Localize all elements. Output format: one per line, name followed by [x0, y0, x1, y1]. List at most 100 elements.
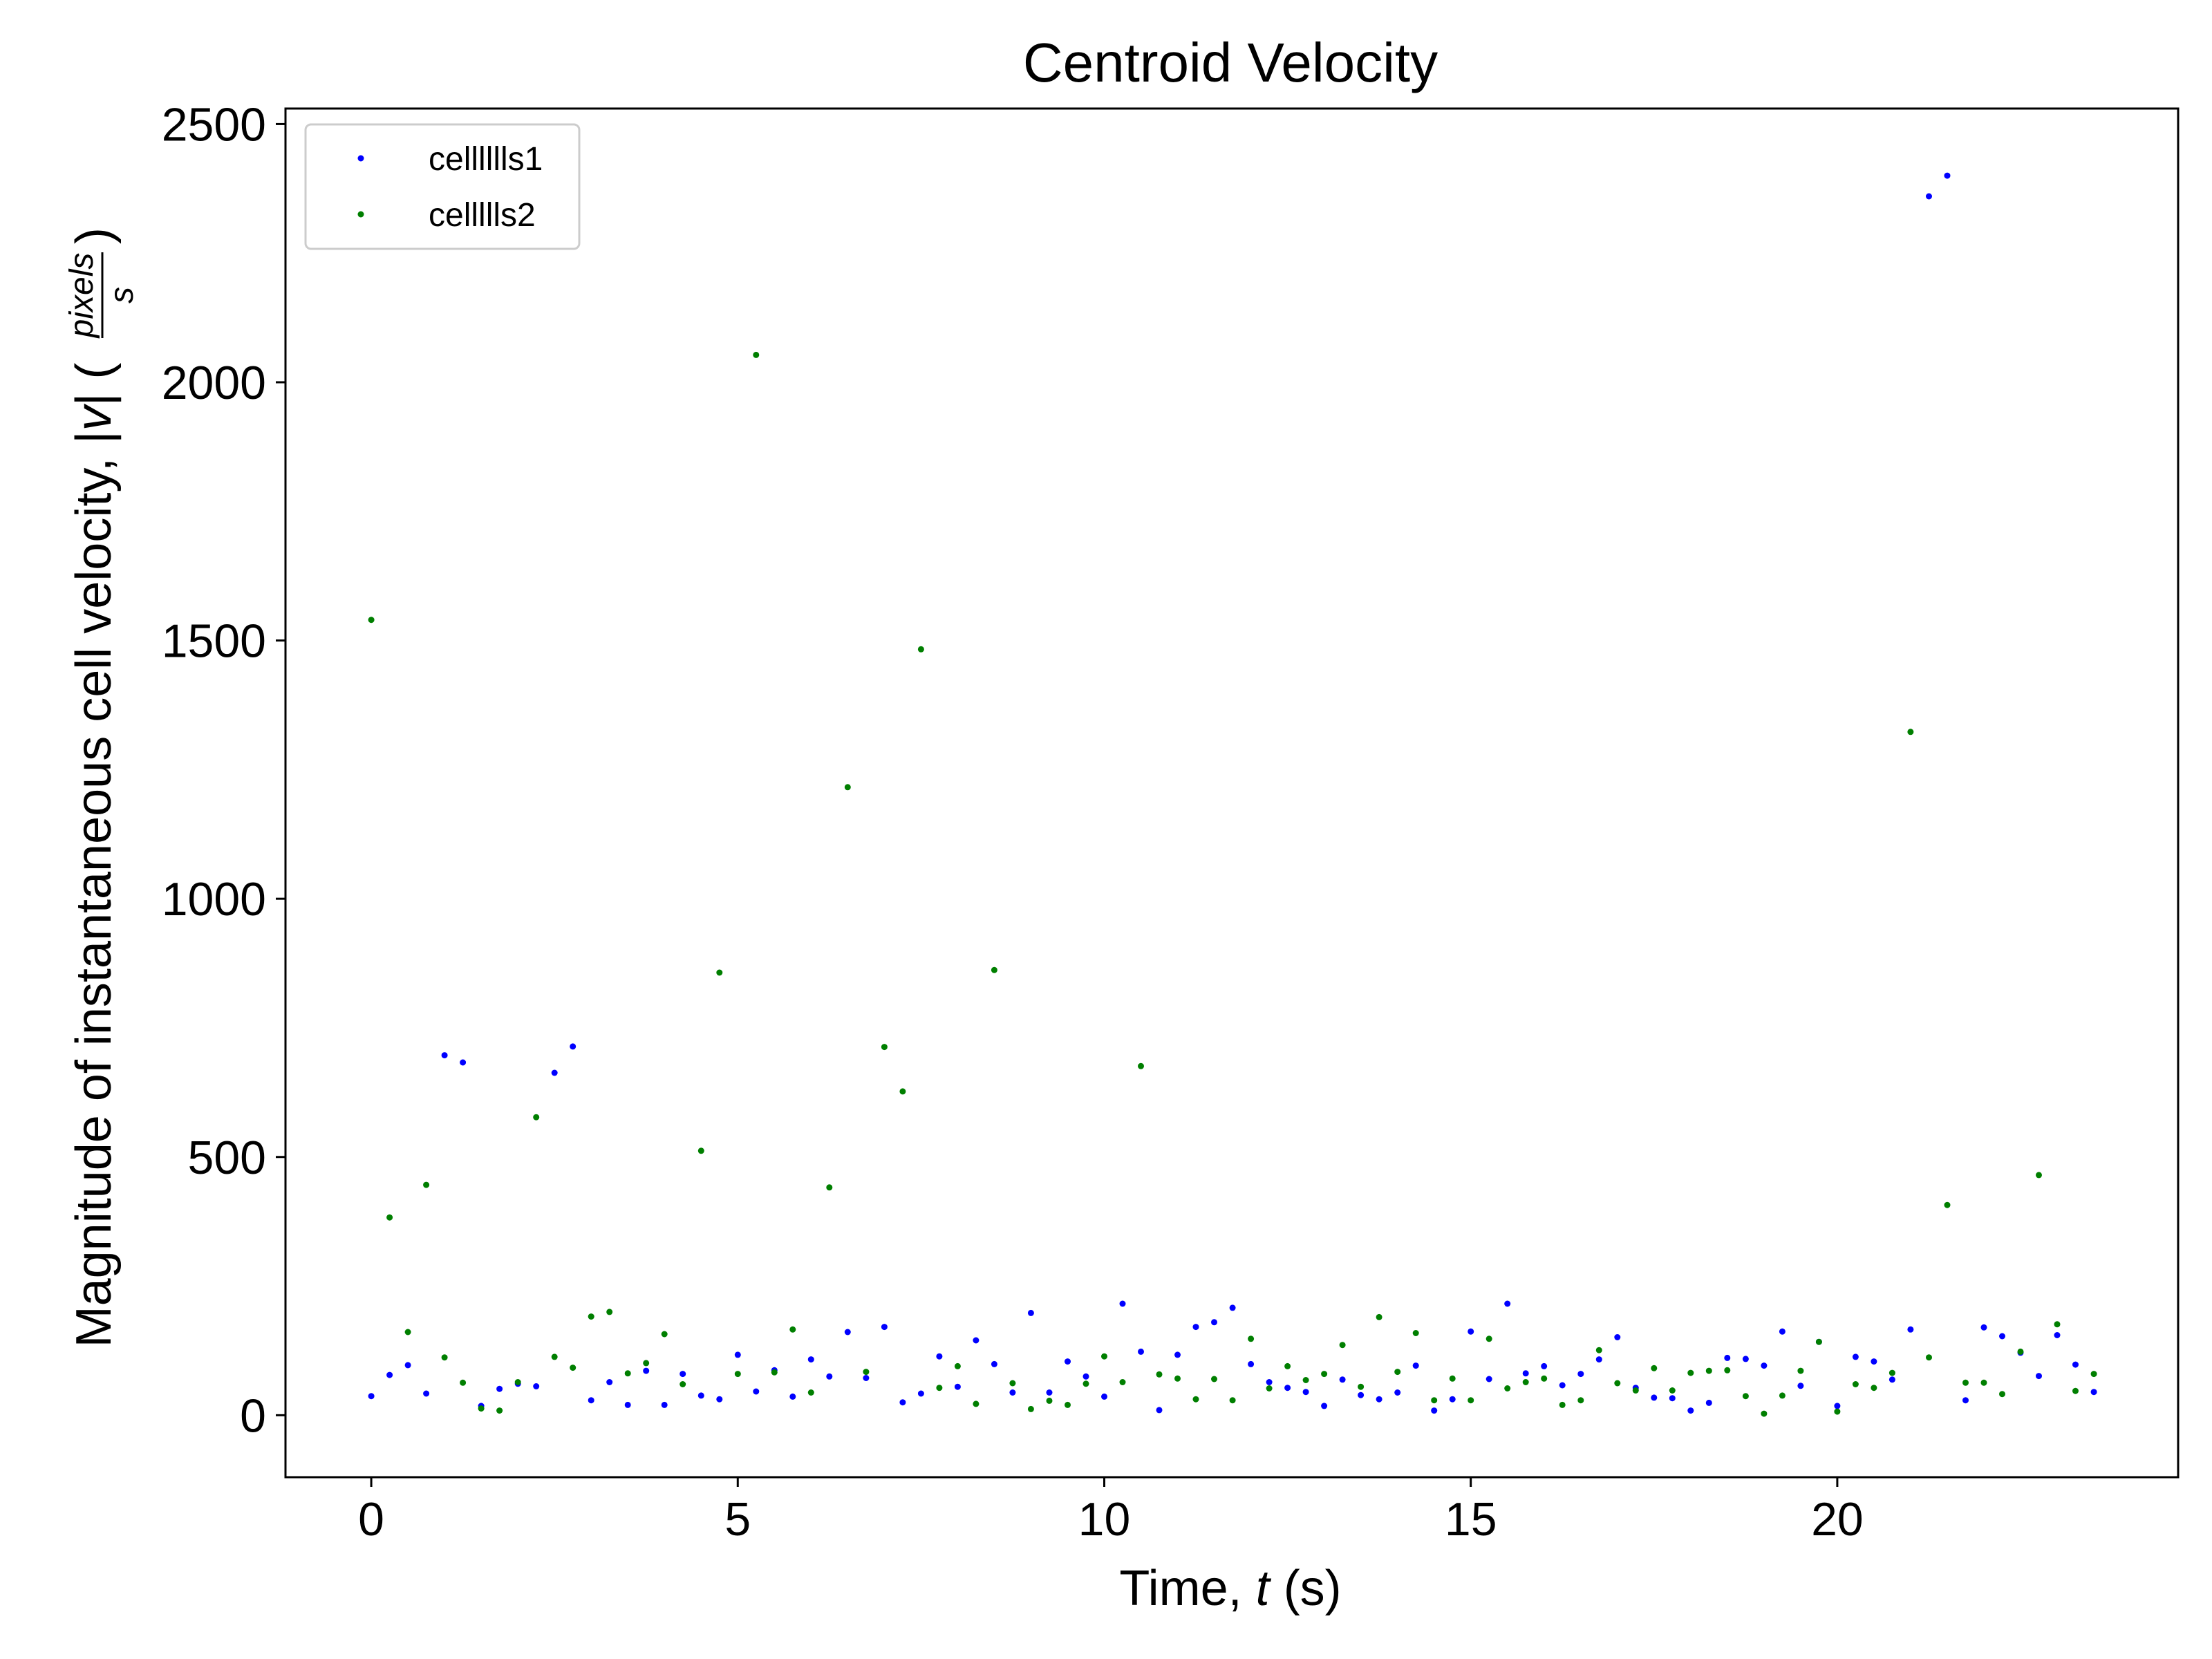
- data-point: [697, 1147, 704, 1154]
- data-point: [1559, 1382, 1566, 1389]
- data-point: [1852, 1381, 1859, 1387]
- data-point: [917, 1390, 924, 1397]
- data-point: [1669, 1387, 1676, 1394]
- y-tick-label: 2500: [162, 98, 266, 151]
- data-point: [1705, 1367, 1712, 1374]
- data-point: [1907, 729, 1914, 735]
- data-point: [1559, 1401, 1566, 1408]
- data-point: [734, 1371, 741, 1378]
- data-point: [973, 1400, 980, 1407]
- data-point: [1888, 1376, 1895, 1383]
- data-point: [624, 1370, 631, 1377]
- data-point: [1871, 1358, 1877, 1365]
- data-point: [1027, 1405, 1034, 1412]
- data-point: [1485, 1335, 1492, 1342]
- plot-area-frame: [284, 107, 2180, 1479]
- data-point: [1138, 1062, 1144, 1069]
- data-point: [734, 1351, 741, 1358]
- data-point: [643, 1360, 650, 1367]
- data-point: [368, 617, 375, 624]
- data-point: [1248, 1360, 1255, 1367]
- data-point: [441, 1052, 448, 1059]
- data-point: [1156, 1407, 1163, 1414]
- data-point: [973, 1337, 980, 1344]
- data-point: [1962, 1379, 1969, 1386]
- legend-label-series-1: celllllls1: [429, 141, 543, 178]
- data-points-layer: [368, 172, 2097, 1417]
- data-point: [404, 1362, 411, 1369]
- data-point: [1504, 1385, 1511, 1391]
- data-point: [1266, 1379, 1273, 1385]
- y-tick-label: 500: [188, 1132, 266, 1184]
- data-point: [1907, 1326, 1914, 1333]
- data-point: [1687, 1369, 1694, 1376]
- data-point: [1980, 1379, 1987, 1386]
- data-point: [1944, 1201, 1951, 1208]
- legend-box: [304, 123, 581, 250]
- data-point: [1926, 1354, 1932, 1361]
- data-point: [514, 1379, 521, 1385]
- data-point: [570, 1043, 577, 1050]
- data-point: [1834, 1403, 1841, 1409]
- data-point: [753, 351, 760, 358]
- data-point: [1412, 1362, 1419, 1369]
- data-point: [1577, 1397, 1584, 1404]
- data-point: [1376, 1396, 1382, 1403]
- data-point: [899, 1399, 906, 1406]
- data-point: [1321, 1403, 1328, 1409]
- data-point: [661, 1331, 668, 1338]
- data-point: [1522, 1370, 1529, 1377]
- data-point: [496, 1385, 503, 1392]
- data-point: [2036, 1172, 2042, 1179]
- legend-marker-series-1: [357, 155, 364, 162]
- data-point: [588, 1313, 594, 1320]
- data-point: [1797, 1382, 1804, 1389]
- data-point: [917, 646, 924, 653]
- x-tick-label: 5: [724, 1493, 751, 1546]
- data-point: [954, 1362, 961, 1369]
- data-point: [1284, 1362, 1291, 1369]
- data-point: [991, 1360, 997, 1367]
- data-point: [1358, 1391, 1365, 1398]
- data-point: [789, 1393, 796, 1400]
- y-tick-label: 1000: [162, 873, 266, 926]
- data-point: [1302, 1389, 1309, 1396]
- series-2-points: [368, 351, 2097, 1417]
- data-point: [1614, 1380, 1621, 1387]
- data-point: [936, 1385, 943, 1391]
- data-point: [2072, 1361, 2079, 1368]
- data-point: [1009, 1380, 1016, 1387]
- data-point: [1651, 1394, 1658, 1401]
- data-point: [1119, 1300, 1126, 1307]
- svg-text:Magnitude of instantaneous cel: Magnitude of instantaneous cell velocity…: [66, 363, 122, 1348]
- data-point: [1065, 1358, 1071, 1365]
- data-point: [844, 784, 851, 791]
- data-point: [1595, 1347, 1602, 1353]
- data-point: [844, 1329, 851, 1335]
- data-point: [1009, 1389, 1016, 1396]
- data-point: [1394, 1389, 1401, 1396]
- data-point: [2090, 1371, 2097, 1378]
- data-point: [1541, 1375, 1548, 1382]
- legend: celllllls1 cellllls2: [304, 123, 581, 250]
- data-point: [1174, 1375, 1181, 1382]
- data-point: [1101, 1353, 1107, 1360]
- data-point: [496, 1407, 503, 1414]
- y-tick-label: 0: [240, 1389, 266, 1442]
- data-point: [1926, 193, 1932, 200]
- x-tick-label: 0: [358, 1493, 384, 1546]
- data-point: [478, 1405, 485, 1412]
- data-point: [1779, 1328, 1785, 1335]
- data-point: [991, 966, 997, 973]
- data-point: [1065, 1401, 1071, 1408]
- data-point: [899, 1088, 906, 1095]
- data-point: [2072, 1387, 2079, 1394]
- data-point: [1339, 1376, 1346, 1383]
- data-point: [2054, 1332, 2061, 1338]
- data-point: [386, 1371, 393, 1378]
- data-point: [1119, 1379, 1126, 1385]
- data-point: [1834, 1408, 1841, 1415]
- data-point: [1192, 1396, 1199, 1403]
- data-point: [661, 1401, 668, 1408]
- data-point: [1815, 1338, 1822, 1345]
